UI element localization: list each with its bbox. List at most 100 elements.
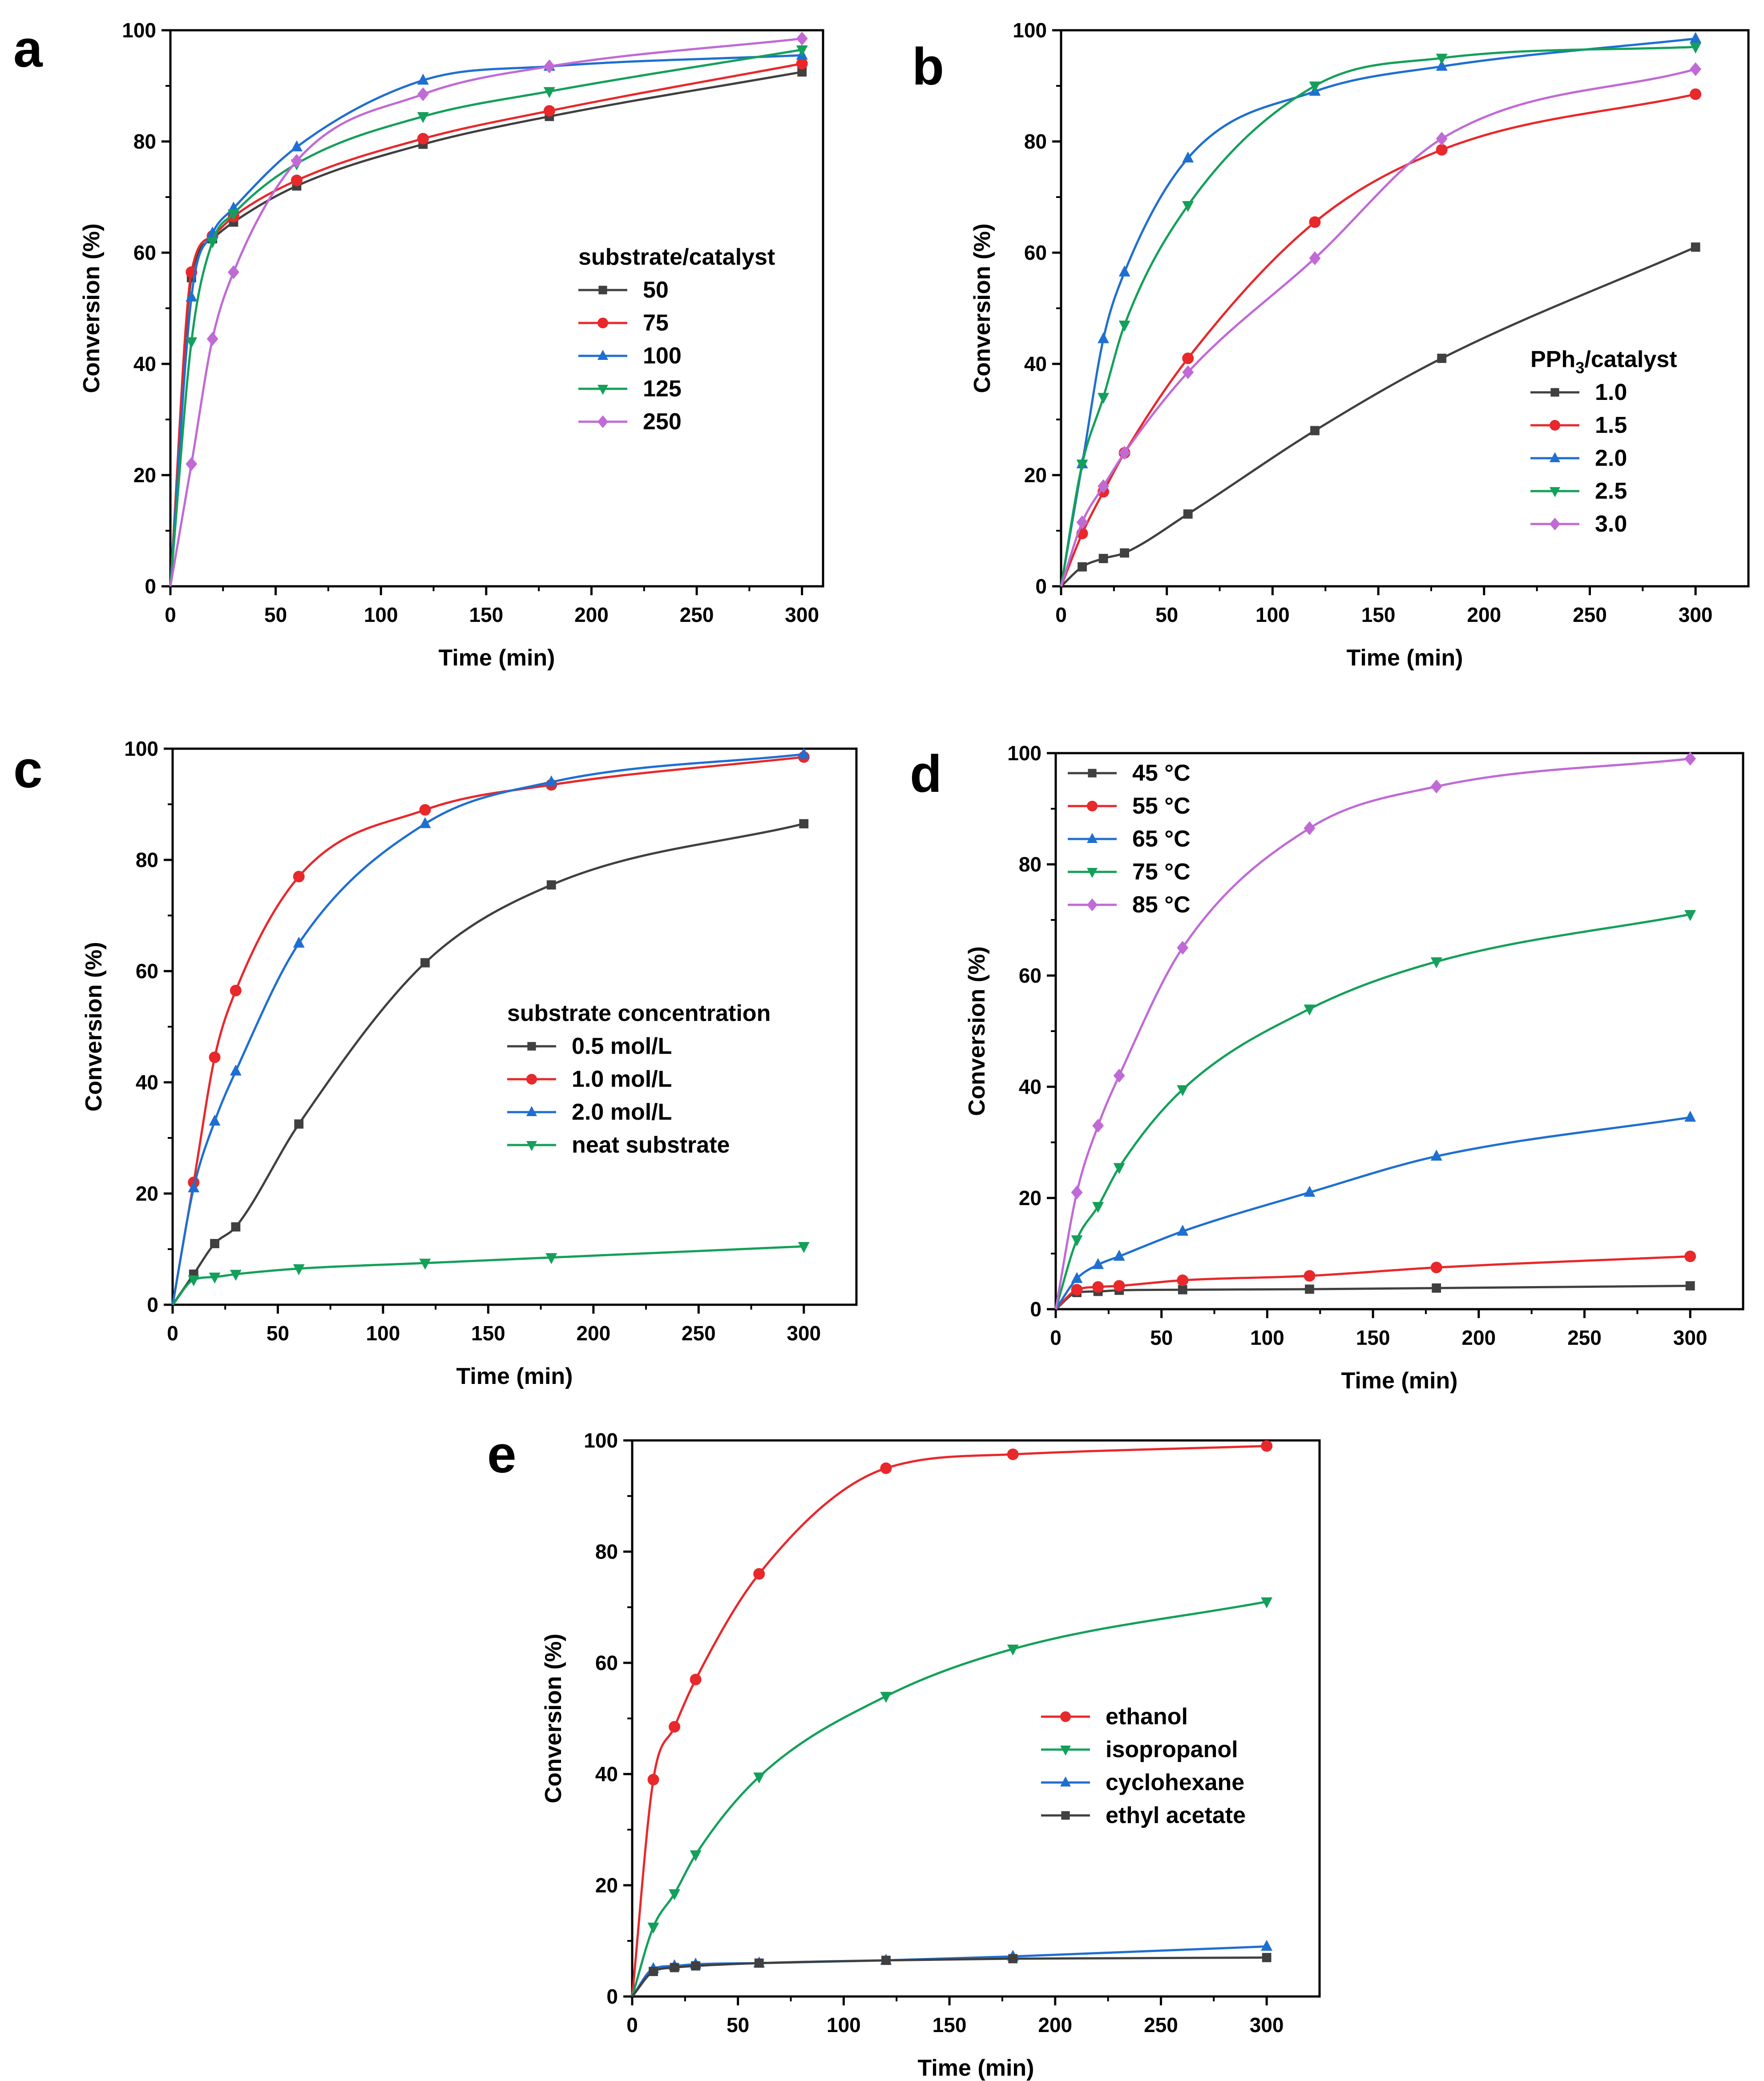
data-point bbox=[419, 804, 431, 816]
y-tick-label: 60 bbox=[133, 241, 156, 264]
legend-marker bbox=[597, 350, 608, 360]
data-point bbox=[1690, 88, 1702, 100]
legend-marker bbox=[1550, 388, 1559, 397]
data-point bbox=[1261, 1940, 1273, 1951]
series-45-c bbox=[1055, 1281, 1695, 1310]
data-point bbox=[1092, 1281, 1104, 1293]
data-point bbox=[796, 45, 808, 56]
legend-marker bbox=[1550, 517, 1560, 531]
y-tick-label: 60 bbox=[595, 1651, 618, 1674]
data-point bbox=[690, 1674, 702, 1686]
data-point bbox=[210, 1239, 219, 1248]
data-point bbox=[1304, 1186, 1316, 1197]
legend-marker bbox=[1550, 452, 1560, 462]
legend-label: 75 bbox=[643, 310, 669, 336]
series-line bbox=[169, 62, 803, 587]
data-point bbox=[1182, 352, 1194, 364]
x-tick-label: 300 bbox=[785, 603, 819, 626]
y-tick-label: 100 bbox=[1007, 742, 1041, 765]
legend: substrate/catalyst 50 75 100 125 250 bbox=[578, 244, 775, 435]
data-point bbox=[691, 1961, 701, 1971]
data-point bbox=[209, 1051, 221, 1063]
data-point bbox=[1182, 365, 1194, 379]
data-point bbox=[1113, 1163, 1125, 1174]
data-point bbox=[669, 1721, 681, 1733]
x-tick-label: 0 bbox=[1055, 603, 1067, 626]
series-line bbox=[172, 1245, 804, 1306]
x-tick-label: 50 bbox=[264, 603, 287, 626]
data-point bbox=[1092, 1258, 1104, 1269]
data-point bbox=[1076, 460, 1088, 471]
legend: 45 °C 55 °C 65 °C 75 °C 85 °C bbox=[1068, 760, 1191, 918]
legend-item: 125 bbox=[578, 376, 682, 402]
x-tick-label: 150 bbox=[932, 2013, 967, 2037]
legend-item: isopropanol bbox=[1041, 1737, 1238, 1762]
legend-item: 2.0 bbox=[1530, 445, 1627, 471]
x-tick-label: 0 bbox=[626, 2013, 638, 2037]
legend-marker bbox=[1087, 868, 1098, 878]
data-point bbox=[186, 290, 198, 302]
panel-a: a 0 50 100 150 200 250 300 0 20 40 60 80 100 Time (min… bbox=[13, 19, 824, 671]
data-point bbox=[647, 1774, 659, 1786]
data-point bbox=[417, 112, 429, 123]
x-tick-label: 150 bbox=[1361, 603, 1396, 626]
y-tick-label: 20 bbox=[1024, 464, 1047, 487]
data-point bbox=[1261, 1597, 1273, 1609]
x-tick-label: 0 bbox=[167, 1322, 178, 1345]
legend-item: 0.5 mol/L bbox=[507, 1033, 672, 1059]
data-point bbox=[186, 457, 198, 471]
data-point bbox=[417, 87, 429, 101]
data-point bbox=[1177, 1274, 1189, 1286]
y-tick-label: 100 bbox=[584, 1429, 618, 1452]
data-point bbox=[186, 337, 198, 348]
legend-item: 85 °C bbox=[1068, 892, 1191, 918]
legend: ethanol isopropanol cyclohexane ethyl aceta… bbox=[1041, 1704, 1246, 1828]
legend-item: 75 bbox=[578, 310, 669, 336]
data-point bbox=[1437, 354, 1447, 363]
data-point bbox=[1092, 1202, 1104, 1213]
data-point bbox=[753, 1772, 765, 1784]
data-point bbox=[1071, 1284, 1083, 1296]
data-point bbox=[690, 1850, 702, 1862]
y-axis-label: Conversion (%) bbox=[964, 946, 990, 1116]
series-1-0-mol-l bbox=[171, 751, 810, 1305]
data-point bbox=[1304, 1270, 1316, 1282]
legend-item: ethanol bbox=[1041, 1704, 1188, 1730]
x-tick-label: 200 bbox=[1467, 603, 1501, 626]
legend-marker bbox=[526, 1074, 537, 1085]
y-tick-label: 80 bbox=[595, 1540, 618, 1563]
x-tick-label: 250 bbox=[680, 603, 714, 626]
data-point bbox=[1684, 751, 1696, 766]
series-line bbox=[1055, 1255, 1691, 1310]
data-point bbox=[293, 936, 305, 948]
data-point bbox=[1305, 1284, 1314, 1294]
legend-label: ethanol bbox=[1106, 1704, 1188, 1730]
y-tick-label: 100 bbox=[1013, 19, 1047, 42]
data-point bbox=[1113, 1280, 1125, 1292]
data-point bbox=[1432, 1283, 1441, 1293]
plot-frame bbox=[171, 747, 858, 1306]
data-point bbox=[209, 1272, 221, 1284]
legend-marker bbox=[1550, 487, 1560, 497]
legend-marker bbox=[1061, 1811, 1070, 1820]
x-tick-label: 100 bbox=[827, 2013, 861, 2037]
legend-label: 250 bbox=[643, 409, 682, 435]
data-point bbox=[231, 1222, 241, 1232]
data-point bbox=[1178, 1285, 1187, 1295]
legend-item: 1.0 mol/L bbox=[507, 1066, 672, 1092]
x-tick-label: 300 bbox=[1679, 603, 1713, 626]
legend-label: 2.0 mol/L bbox=[572, 1099, 672, 1125]
legend-marker bbox=[527, 1042, 536, 1051]
panel-label: a bbox=[13, 20, 43, 78]
legend-marker bbox=[526, 1141, 537, 1151]
series-line bbox=[1054, 913, 1691, 1310]
data-point bbox=[796, 32, 808, 46]
x-axis-label: Time (min) bbox=[1341, 1368, 1458, 1394]
data-point bbox=[545, 775, 557, 786]
data-point bbox=[670, 1963, 679, 1972]
series-125 bbox=[169, 45, 808, 587]
data-point bbox=[1113, 1069, 1125, 1083]
x-tick-label: 300 bbox=[1673, 1326, 1707, 1349]
data-point bbox=[1304, 821, 1316, 835]
x-tick-label: 50 bbox=[266, 1322, 289, 1345]
